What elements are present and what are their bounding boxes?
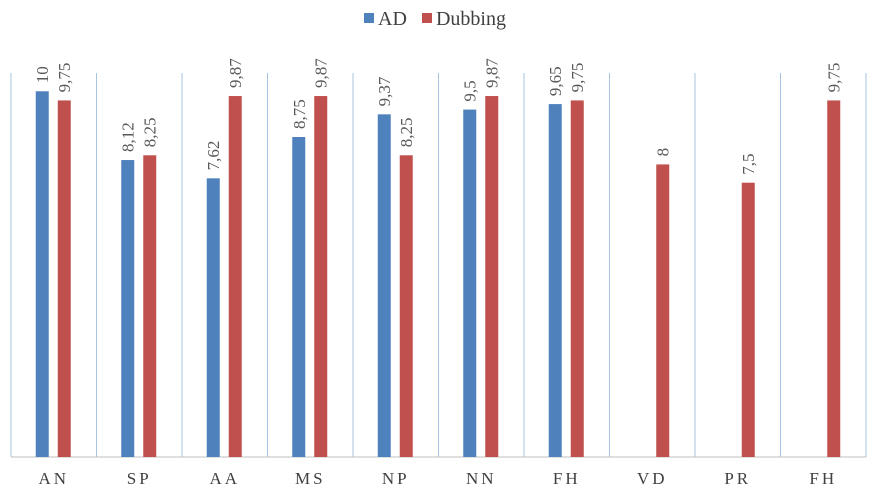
data-label-dubbing-4: 9,87 [312,58,331,88]
data-label-ad-4: 8,75 [290,99,309,129]
bar-dubbing-1 [57,100,71,457]
legend-label-dubbing: Dubbing [435,8,506,30]
data-label-dubbing-9: 7,5 [739,153,758,174]
x-tick-label-3: AA [209,469,240,488]
x-tick-label-6: NN [466,469,497,488]
bar-ad-3 [206,178,220,457]
bar-ad-5 [377,114,391,457]
bar-ad-1 [35,91,49,458]
data-label-dubbing-1: 9,75 [55,63,74,93]
bar-dubbing-5 [399,155,413,458]
data-label-dubbing-7: 9,75 [568,63,587,93]
legend-label-ad: AD [378,8,407,30]
bar-dubbing-4 [314,96,328,457]
data-label-dubbing-6: 9,87 [483,58,502,88]
bar-dubbing-9 [741,182,755,457]
bar-ad-2 [121,160,135,458]
legend-swatch-dubbing [421,13,432,23]
data-label-ad-7: 9,65 [546,66,565,96]
legend-item-dubbing: Dubbing [421,8,506,31]
x-tick-label-2: SP [127,469,152,488]
bar-ad-7 [548,104,562,457]
bar-dubbing-8 [656,164,670,457]
x-tick-label-5: NP [382,469,410,488]
bar-dubbing-10 [827,100,841,457]
legend-swatch-ad [364,13,375,23]
data-label-dubbing-8: 8 [654,148,673,157]
x-tick-label-4: MS [295,469,326,488]
x-tick-label-8: VD [637,469,668,488]
data-label-ad-6: 9,5 [461,80,480,101]
bar-ad-6 [463,109,477,458]
data-label-dubbing-2: 8,25 [141,118,160,148]
chart-legend: AD Dubbing [0,8,870,31]
data-label-ad-5: 9,37 [375,76,394,106]
x-tick-label-10: FH [809,469,837,488]
x-tick-label-7: FH [553,469,581,488]
bar-ad-4 [292,137,306,457]
data-label-dubbing-3: 9,87 [226,58,245,88]
x-tick-label-9: PR [724,469,751,488]
data-label-ad-1: 10 [33,66,52,83]
data-label-dubbing-10: 9,75 [825,63,844,93]
bar-dubbing-6 [485,96,499,457]
bar-dubbing-3 [228,96,242,457]
data-label-ad-2: 8,12 [119,122,138,152]
data-label-ad-3: 7,62 [204,141,223,171]
x-tick-label-1: AN [38,469,69,488]
bar-dubbing-2 [143,155,157,458]
data-label-dubbing-5: 8,25 [397,118,416,148]
bar-dubbing-7 [570,100,584,457]
legend-item-ad: AD [364,8,407,31]
